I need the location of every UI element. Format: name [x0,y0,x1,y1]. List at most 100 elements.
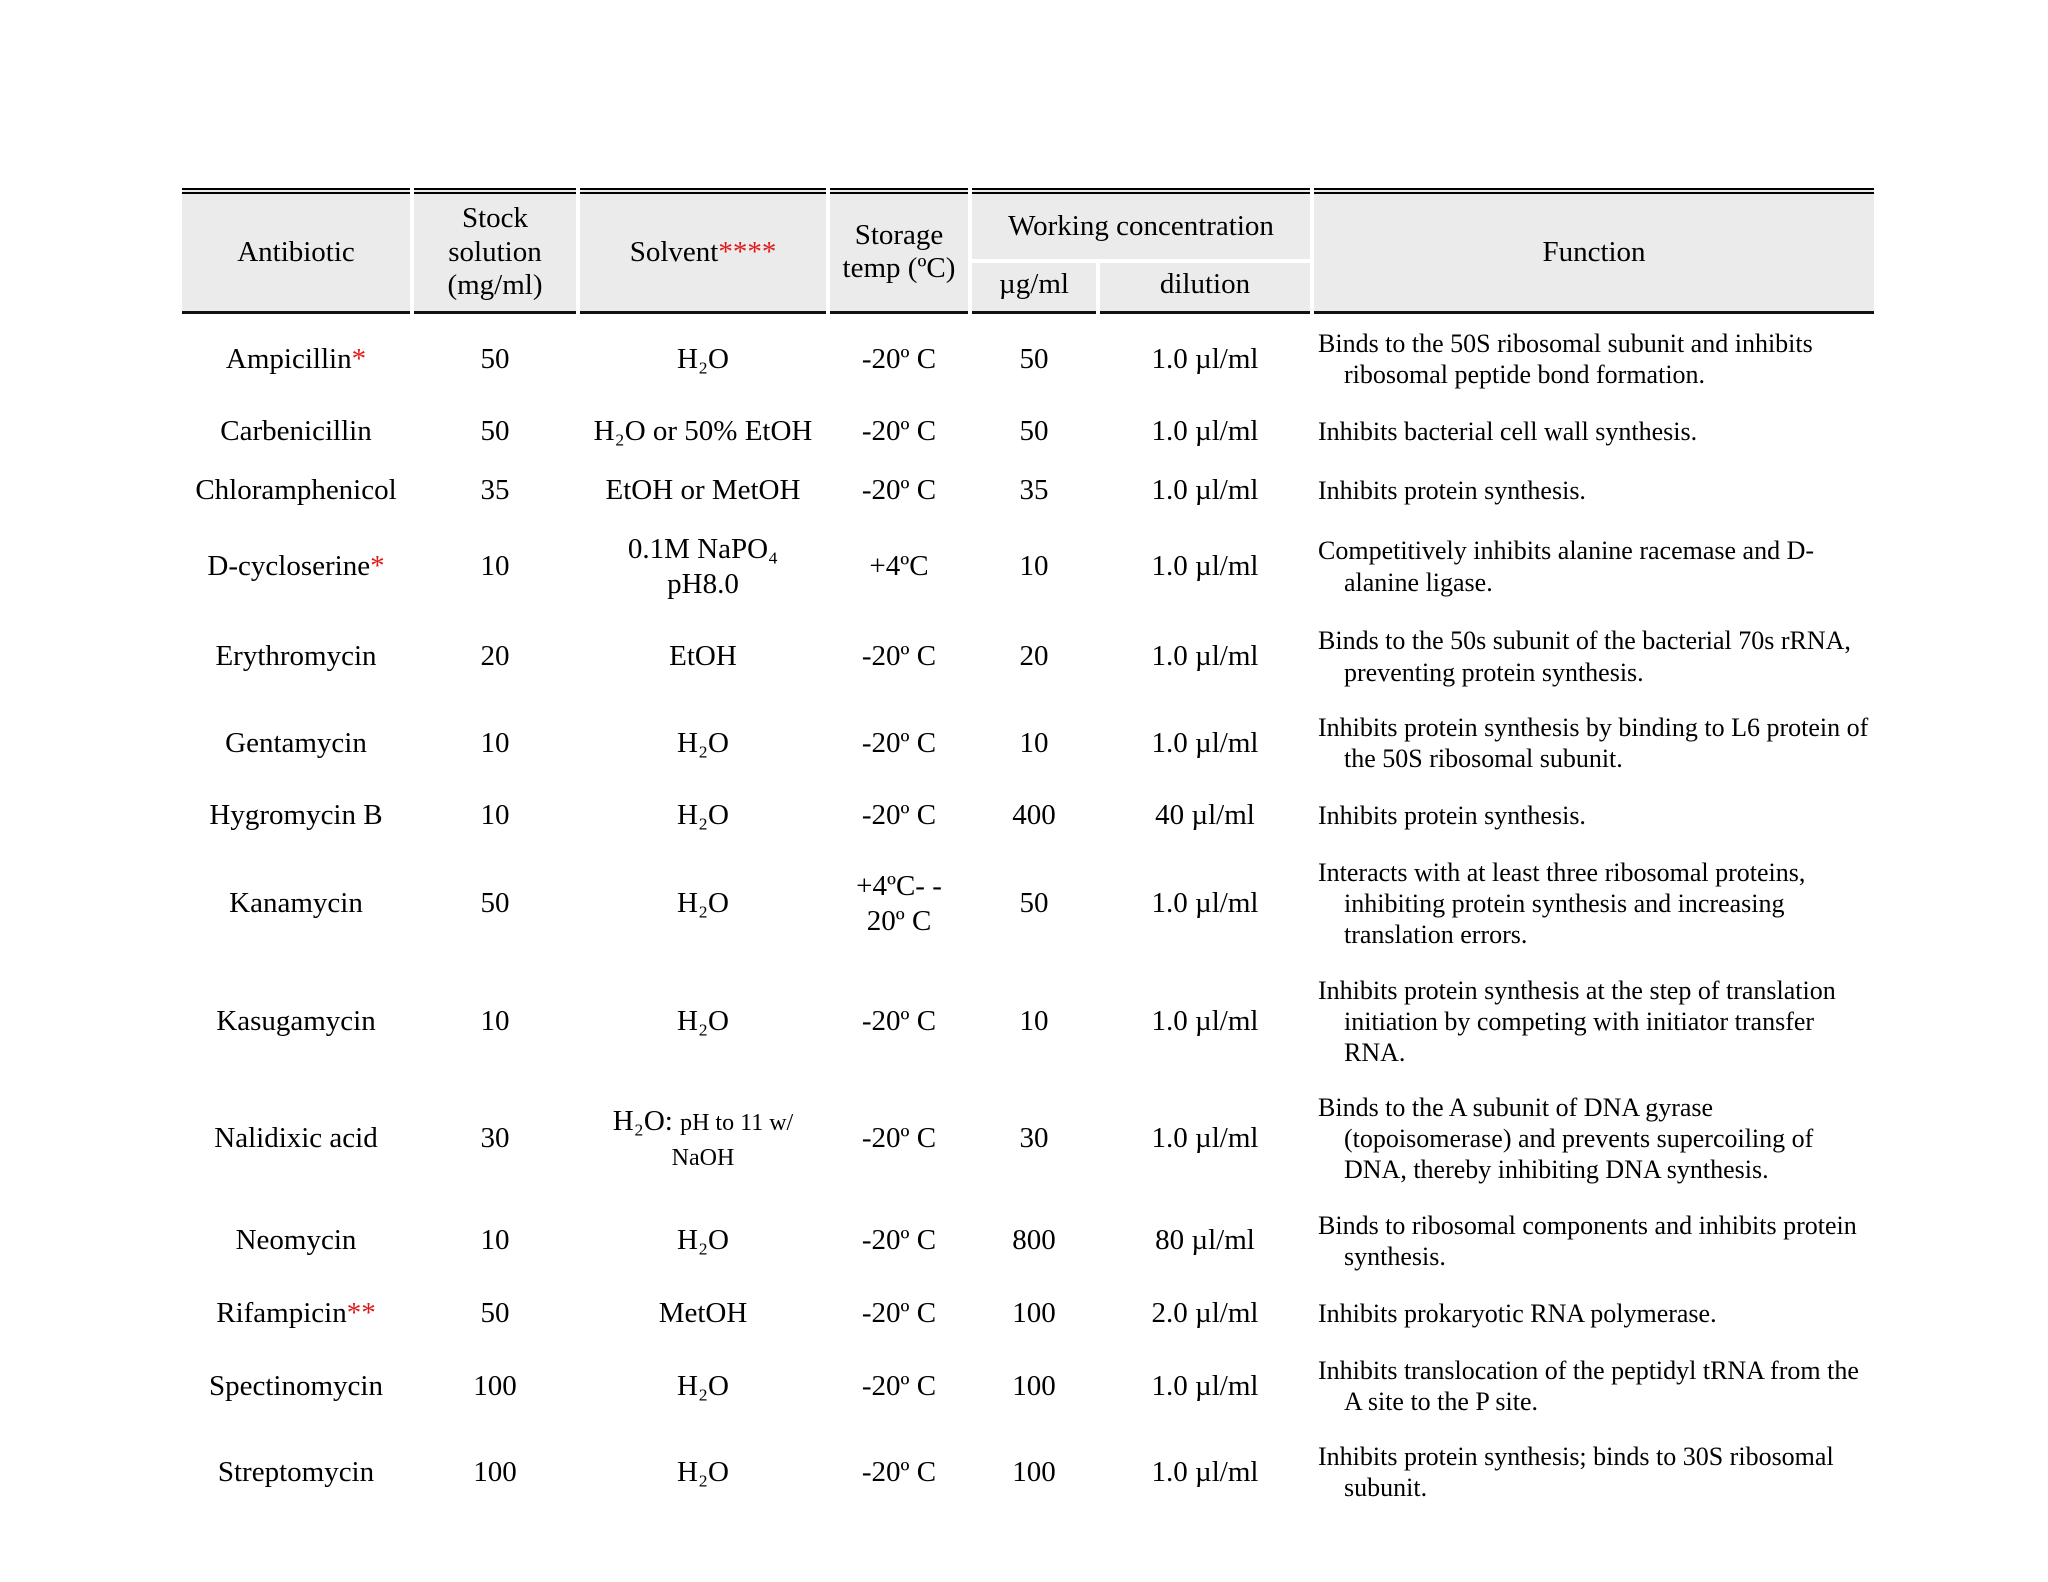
storage-temp-value: +4ºC- - 20º C [856,869,942,937]
dilution-value: 1.0 µl/ml [1151,415,1259,448]
solvent-cell: H₂O [580,1200,826,1282]
stock-solution-value: 100 [473,1456,517,1488]
solvent-cell: EtOH [580,615,826,697]
stock-solution-value: 20 [480,640,510,673]
solvent-value: H₂O [677,726,729,759]
working-ug-ml-value: 10 [1019,550,1049,583]
function-text: Inhibits prokaryotic RNA polymerase. [1318,1298,1717,1328]
antibiotic-cell: Rifampicin** [182,1286,410,1341]
dilution-value: 1.0 µl/ml [1151,474,1259,507]
antibiotic-asterisks: ** [346,1297,376,1330]
stock-solution-value: 10 [480,1224,510,1257]
dilution-value: 1.0 µl/ml [1151,640,1259,673]
solvent-cell: H₂O [580,847,826,961]
solvent-cell: EtOH or MetOH [580,463,826,518]
antibiotic-cell: Hygromycin B [182,788,410,843]
solvent-cell: H₂O [580,1431,826,1513]
dilution-value: 1.0 µl/ml [1151,1004,1259,1037]
antibiotic-name: Streptomycin [217,1456,375,1488]
table-row: Ampicillin* 50 H₂O -20º C 50 1.0 µl/ml B… [182,318,1874,400]
function-text: Inhibits translocation of the peptidyl t… [1318,1355,1859,1417]
col-header-function: Function [1314,188,1874,314]
solvent-value: EtOH or MetOH [605,474,801,507]
dilution-value: 1.0 µl/ml [1151,887,1259,920]
dilution-value: 1.0 µl/ml [1151,1456,1259,1488]
storage-temp-value: -20º C [861,1297,937,1330]
antibiotic-cell: Kanamycin [182,847,410,961]
antibiotic-name: Rifampicin [216,1297,347,1330]
antibiotic-name: Gentamycin [225,726,367,759]
antibiotic-cell: Spectinomycin [182,1345,410,1427]
table-row: D-cycloserine* 10 0.1M NaPO₄ pH8.0 +4ºC … [182,522,1874,612]
function-text: Inhibits protein synthesis; binds to 30S… [1318,1442,1834,1503]
antibiotic-name: Kanamycin [229,887,363,920]
function-text: Binds to the A subunit of DNA gyrase (to… [1318,1093,1814,1185]
table-row: Kanamycin 50 H₂O +4ºC- - 20º C 50 1.0 µl… [182,847,1874,961]
dilution-value: 80 µl/ml [1155,1224,1255,1257]
solvent-value: H₂O: [612,1105,673,1138]
antibiotics-table: Antibiotic Stock solution (mg/ml) Solven… [178,184,1878,1518]
stock-solution-value: 10 [480,550,510,583]
antibiotic-name: Erythromycin [215,640,377,673]
antibiotic-cell: Gentamycin [182,702,410,784]
solvent-cell: H₂O [580,965,826,1079]
solvent-note: pH to 11 w/ NaOH [671,1110,794,1171]
storage-temp-value: -20º C [861,474,937,507]
stock-solution-value: 30 [480,1122,510,1155]
solvent-value: 0.1M NaPO₄ pH8.0 [627,532,779,600]
solvent-value: H₂O [677,1224,729,1257]
function-text: Competitively inhibits alanine racemase … [1318,536,1815,597]
storage-temp-value: -20º C [861,799,937,832]
antibiotic-cell: Neomycin [182,1200,410,1282]
antibiotic-cell: Carbenicillin [182,404,410,459]
stock-solution-value: 35 [480,474,510,507]
working-ug-ml-value: 800 [1012,1224,1056,1257]
table-row: Rifampicin** 50 MetOH -20º C 100 2.0 µl/… [182,1286,1874,1341]
dilution-value: 1.0 µl/ml [1151,1122,1259,1155]
antibiotic-cell: D-cycloserine* [182,522,410,612]
function-text: Inhibits protein synthesis. [1318,475,1586,505]
solvent-value: H₂O or 50% EtOH [593,415,813,448]
working-ug-ml-value: 50 [1019,342,1049,375]
table-row: Hygromycin B 10 H₂O -20º C 400 40 µl/ml … [182,788,1874,843]
antibiotic-cell: Chloramphenicol [182,463,410,518]
antibiotic-name: Spectinomycin [209,1369,383,1402]
antibiotic-cell: Streptomycin [182,1431,410,1513]
solvent-value: EtOH [669,640,737,673]
dilution-value: 1.0 µl/ml [1151,550,1259,583]
antibiotic-name: Kasugamycin [216,1004,376,1037]
stock-solution-value: 50 [480,887,510,920]
col-header-solvent: Solvent**** [580,188,826,314]
storage-temp-value: -20º C [861,1456,937,1488]
antibiotic-cell: Nalidixic acid [182,1082,410,1196]
storage-temp-value: -20º C [861,1122,937,1155]
table-header: Antibiotic Stock solution (mg/ml) Solven… [182,188,1874,314]
working-ug-ml-value: 100 [1012,1369,1056,1402]
table-body: Ampicillin* 50 H₂O -20º C 50 1.0 µl/ml B… [182,318,1874,1514]
dilution-value: 1.0 µl/ml [1151,726,1259,759]
storage-temp-value: -20º C [861,415,937,448]
working-ug-ml-value: 50 [1019,887,1049,920]
stock-solution-value: 50 [480,342,510,375]
function-text: Inhibits protein synthesis. [1318,800,1586,830]
working-ug-ml-value: 10 [1019,1004,1049,1037]
working-ug-ml-value: 10 [1019,726,1049,759]
antibiotic-name: Hygromycin B [209,799,383,832]
working-ug-ml-value: 100 [1012,1456,1056,1488]
col-header-storage-temp: Storage temp (ºC) [830,188,968,314]
solvent-value: H₂O [677,1456,729,1488]
solvent-cell: H₂O or 50% EtOH [580,404,826,459]
col-header-ug-ml: µg/ml [972,262,1096,314]
storage-temp-value: -20º C [861,640,937,673]
solvent-cell: 0.1M NaPO₄ pH8.0 [580,522,826,612]
function-text: Inhibits bacterial cell wall synthesis. [1318,417,1698,447]
header-row-1: Antibiotic Stock solution (mg/ml) Solven… [182,188,1874,314]
working-ug-ml-value: 20 [1019,640,1049,673]
solvent-cell: H₂O: pH to 11 w/ NaOH [580,1082,826,1196]
stock-solution-value: 100 [473,1369,517,1402]
antibiotic-name: D-cycloserine [207,550,371,583]
storage-temp-value: -20º C [861,726,937,759]
table-row: Kasugamycin 10 H₂O -20º C 10 1.0 µl/ml I… [182,965,1874,1079]
stock-solution-value: 10 [480,726,510,759]
